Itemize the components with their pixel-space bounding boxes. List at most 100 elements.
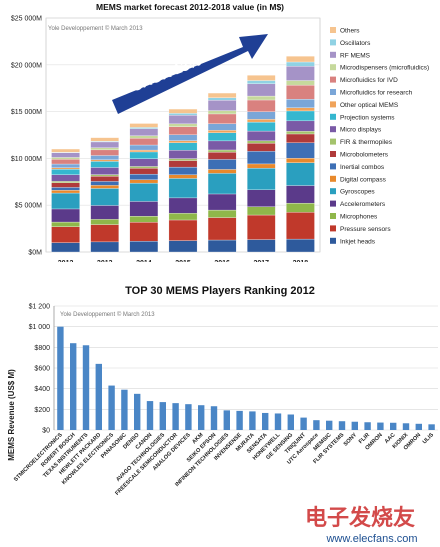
forecast-bar-segment [51, 148, 80, 153]
forecast-bar-segment [168, 126, 198, 135]
forecast-bar-segment [247, 151, 276, 165]
forecast-legend-swatch [330, 151, 336, 157]
forecast-bar-segment [129, 240, 159, 253]
forecast-bar-segment [286, 61, 315, 67]
ranking-bar [210, 406, 218, 430]
forecast-y-tick-label: $10 000M [11, 156, 42, 163]
forecast-bar-segment [51, 169, 80, 175]
forecast-bar-segment [286, 56, 315, 63]
forecast-legend-swatch [330, 163, 336, 170]
forecast-legend-swatch [330, 101, 336, 108]
forecast-x-tick-label: 2014 [136, 260, 152, 262]
forecast-bar-segment [247, 143, 276, 152]
ranking-bar [134, 393, 141, 430]
forecast-bar-segment [207, 140, 237, 151]
forecast-legend-label: RF MEMS [340, 52, 371, 59]
forecast-legend-label: Microphones [340, 214, 378, 221]
ranking-y-tick-label: $400 [34, 386, 50, 393]
forecast-bar-segment [247, 214, 276, 240]
forecast-bar-segment [51, 221, 80, 227]
ranking-bar [249, 411, 256, 430]
forecast-bar-segment [90, 161, 119, 168]
forecast-bar-segment [286, 162, 315, 186]
forecast-bar-segment [90, 141, 119, 148]
forecast-bar-segment [286, 110, 315, 122]
forecast-bar-segment [90, 167, 119, 175]
forecast-bar-segment [286, 142, 315, 159]
forecast-bar-segment [90, 188, 119, 206]
ranking-bar [326, 420, 333, 430]
ranking-bar [172, 403, 179, 430]
forecast-x-tick-label: 2015 [175, 260, 191, 262]
ranking-y-axis-label: MEMS Revenue (US$ M) [7, 369, 16, 461]
forecast-bar-segment [168, 158, 198, 161]
forecast-legend-label: Pressure sensors [340, 226, 391, 233]
forecast-legend-swatch [330, 51, 336, 58]
forecast-bar-segment [207, 110, 237, 115]
forecast-bar-segment [207, 149, 237, 153]
ranking-bar [402, 423, 410, 430]
forecast-y-tick-label: $5 000M [15, 203, 42, 210]
forecast-bar-segment [247, 167, 276, 190]
forecast-legend-swatch [330, 213, 336, 219]
forecast-legend-swatch [330, 225, 336, 232]
forecast-bar-segment [168, 108, 198, 114]
forecast-bar-segment [286, 202, 315, 213]
forecast-bar-segment [207, 173, 237, 195]
ranking-bar [338, 421, 346, 430]
forecast-bar-segment [207, 132, 237, 142]
ranking-gridlines [53, 305, 438, 431]
forecast-legend-label: FIR & thermopiles [340, 139, 393, 146]
forecast-bar-segment [207, 169, 237, 174]
mems-market-forecast-chart: MEMS market forecast 2012-2018 value (in… [11, 2, 429, 262]
forecast-bar-segment [168, 150, 198, 159]
forecast-legend-label: Micro displays [340, 127, 382, 134]
forecast-bar-segment [129, 179, 159, 184]
ranking-bar [223, 410, 230, 430]
ranking-x-tick-label: SONY [343, 432, 359, 448]
forecast-legend-swatch [330, 175, 336, 182]
ranking-bar [364, 422, 371, 430]
ranking-chart-title: TOP 30 MEMS Players Ranking 2012 [125, 285, 315, 297]
ranking-bar [108, 385, 115, 430]
forecast-bar-segment [247, 189, 276, 207]
forecast-bar-segment [90, 159, 119, 162]
forecast-bar-segment [90, 205, 119, 220]
forecast-bar-segment [51, 208, 80, 223]
forecast-bar-segment [207, 217, 237, 241]
ranking-bar [185, 404, 192, 430]
forecast-bar-segment [168, 123, 198, 127]
forecast-bar-segment [168, 166, 198, 175]
forecast-bar-segment [286, 66, 315, 81]
forecast-bar-segment [129, 158, 159, 167]
forecast-legend-label: Projection systems [340, 114, 395, 121]
forecast-x-tick-label: 2012 [58, 260, 74, 262]
forecast-legend-swatch [330, 188, 336, 195]
ranking-bar [159, 402, 166, 430]
forecast-bar-segment [207, 239, 237, 253]
ranking-bar [377, 422, 384, 430]
forecast-bar-segment [247, 140, 276, 144]
forecast-bar-segment [129, 166, 159, 169]
ranking-x-tick-label: STMICROELECTRONICS [13, 432, 64, 483]
forecast-bar-segment [51, 226, 80, 243]
forecast-bar-segment [247, 130, 276, 141]
forecast-bar-segment [51, 192, 80, 210]
forecast-bar-segment [207, 113, 237, 124]
forecast-x-tick-label: 2016 [214, 260, 230, 262]
forecast-legend-label: Others [340, 28, 360, 35]
site-watermark-text: 电子发烧友 [305, 505, 415, 531]
forecast-legend-swatch [330, 76, 336, 83]
forecast-bar-segment [129, 151, 159, 159]
forecast-bar-segment [247, 83, 276, 97]
ranking-y-tick-label: $800 [34, 345, 50, 352]
ranking-y-tick-label: $200 [34, 407, 50, 414]
forecast-bar-segment [247, 239, 276, 253]
forecast-watermark: Yole Developpement © March 2013 [48, 25, 143, 32]
ranking-x-tick-label: ULIS [422, 432, 435, 445]
forecast-legend-label: Digital compass [340, 176, 387, 183]
forecast-bar-segment [168, 197, 198, 214]
forecast-bar-segment [286, 185, 315, 204]
forecast-legend-swatch [330, 126, 336, 133]
